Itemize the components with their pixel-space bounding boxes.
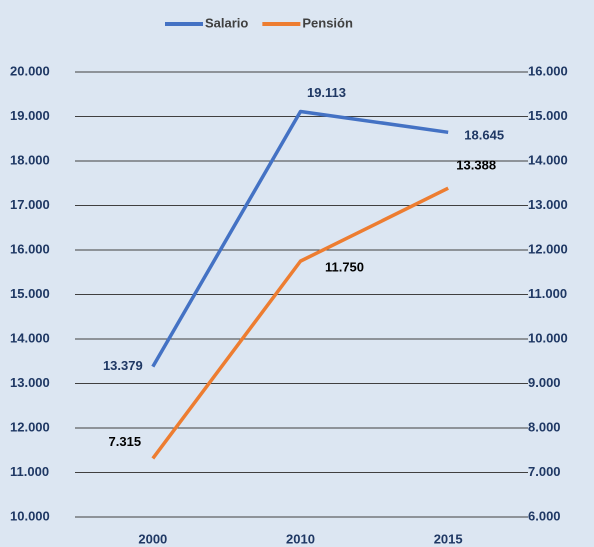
y2-tick-label: 14.000 [528,152,568,167]
data-label: 7.315 [109,434,142,449]
y2-tick-label: 6.000 [528,508,561,523]
y-tick-label: 16.000 [10,241,50,256]
y-tick-label: 12.000 [10,419,50,434]
x-tick-label: 2010 [286,531,315,546]
data-label: 13.388 [456,158,496,173]
y-tick-label: 14.000 [10,330,50,345]
legend-label: Pensión [302,15,353,30]
y-tick-label: 19.000 [10,108,50,123]
series-line [151,186,449,460]
y2-tick-label: 7.000 [528,464,561,479]
y2-tick-label: 13.000 [528,197,568,212]
y2-tick-label: 8.000 [528,419,561,434]
y-tick-label: 13.000 [10,375,50,390]
y2-tick-label: 12.000 [528,241,568,256]
x-tick-label: 2015 [434,531,463,546]
y-tick-label: 17.000 [10,197,50,212]
legend-label: Salario [205,15,248,30]
y2-tick-label: 10.000 [528,330,568,345]
y2-tick-label: 9.000 [528,375,561,390]
y-tick-label: 11.000 [10,464,49,479]
data-label: 11.750 [325,260,364,275]
data-label: 18.645 [464,128,504,143]
y-tick-label: 20.000 [10,63,50,78]
y-tick-label: 18.000 [10,152,50,167]
y2-tick-label: 11.000 [528,286,567,301]
x-tick-label: 2000 [138,531,167,546]
y2-tick-label: 16.000 [528,63,568,78]
data-label: 19.113 [307,85,346,100]
data-label: 13.379 [103,358,143,373]
y-tick-label: 15.000 [10,286,50,301]
y2-tick-label: 15.000 [528,108,568,123]
series-line [151,109,449,368]
y-tick-label: 10.000 [10,508,50,523]
